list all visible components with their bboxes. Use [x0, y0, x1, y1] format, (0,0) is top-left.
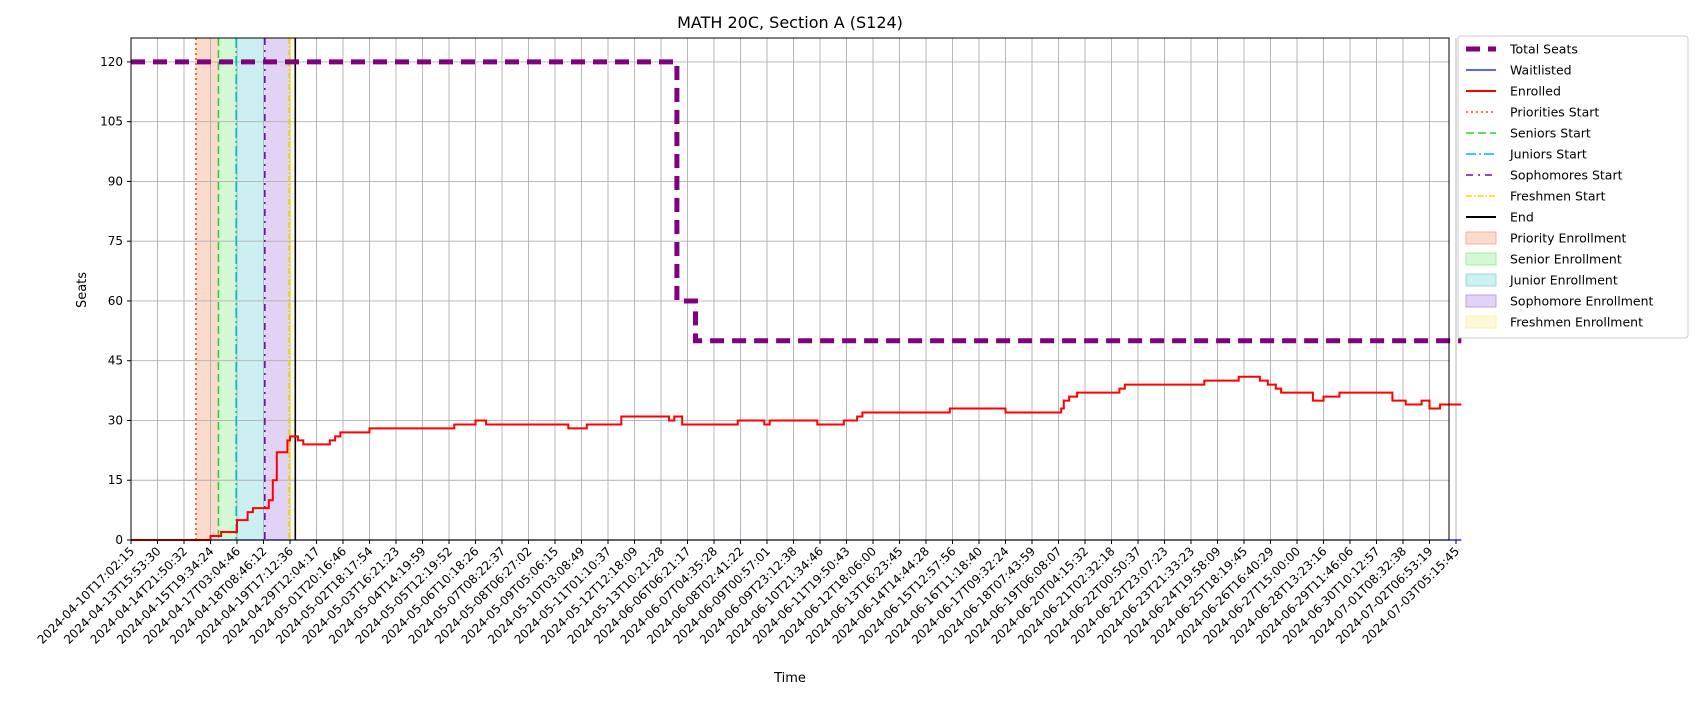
end-legend-label: End — [1510, 210, 1534, 225]
junior-enrollment-legend-swatch — [1465, 273, 1497, 287]
y-tick-label: 120 — [100, 55, 123, 69]
senior-enrollment-legend-label: Senior Enrollment — [1510, 252, 1622, 267]
junior-enrollment-band — [236, 38, 265, 540]
plot-area — [131, 38, 1449, 540]
seniors-start-legend-label: Seniors Start — [1510, 126, 1591, 141]
senior-enrollment-legend-swatch — [1465, 252, 1497, 266]
senior-enrollment-band — [218, 38, 237, 540]
legend: Total Seats Waitlisted Enrolled Priorities … — [1457, 35, 1689, 339]
priorities-start-legend-label: Priorities Start — [1510, 105, 1599, 120]
enrolled-series-line — [131, 375, 1462, 541]
y-tick-label: 60 — [108, 294, 123, 308]
y-axis-ticks: 0 15 30 45 60 75 90 105 120 — [100, 55, 131, 547]
freshmen-start-legend-label: Freshmen Start — [1510, 189, 1606, 204]
enrolled-legend-label: Enrolled — [1510, 84, 1561, 99]
freshmen-enrollment-legend-swatch — [1465, 315, 1497, 329]
y-tick-label: 90 — [108, 174, 123, 188]
x-axis-ticks: 2024-04-10T17:02:152024-04-13T15:53:3020… — [35, 540, 1462, 647]
total-seats-series-line — [131, 59, 1462, 344]
priority-enrollment-legend-swatch — [1465, 231, 1497, 245]
y-tick-label: 30 — [108, 413, 123, 427]
total-seats-legend-label: Total Seats — [1509, 42, 1578, 57]
grid-lines — [130, 38, 1457, 541]
priority-enrollment-band — [195, 38, 219, 540]
x-axis-label: Time — [773, 671, 806, 686]
plot-background — [131, 38, 1449, 540]
period-markers — [195, 38, 297, 540]
y-tick-label: 0 — [115, 533, 123, 547]
y-axis-label: Seats — [75, 272, 90, 308]
priority-enrollment-legend-label: Priority Enrollment — [1510, 231, 1627, 246]
y-tick-label: 15 — [108, 473, 123, 487]
sophomore-enrollment-band — [264, 38, 289, 540]
freshmen-enrollment-legend-label: Freshmen Enrollment — [1510, 315, 1643, 330]
plot-frame — [130, 37, 1450, 541]
plot-border — [130, 37, 1450, 541]
y-tick-label: 45 — [108, 354, 123, 368]
chart-title: MATH 20C, Section A (S124) — [677, 13, 903, 32]
junior-enrollment-legend-label: Junior Enrollment — [1509, 273, 1618, 288]
sophomores-start-legend-label: Sophomores Start — [1510, 168, 1623, 183]
sophomore-enrollment-legend-swatch — [1465, 294, 1497, 308]
waitlisted-legend-label: Waitlisted — [1510, 63, 1572, 78]
y-tick-label: 75 — [108, 234, 123, 248]
y-tick-label: 105 — [100, 115, 123, 129]
sophomore-enrollment-legend-label: Sophomore Enrollment — [1510, 294, 1654, 309]
juniors-start-legend-label: Juniors Start — [1509, 147, 1587, 162]
legend-box — [1457, 35, 1689, 339]
freshmen-enrollment-band — [288, 38, 296, 540]
